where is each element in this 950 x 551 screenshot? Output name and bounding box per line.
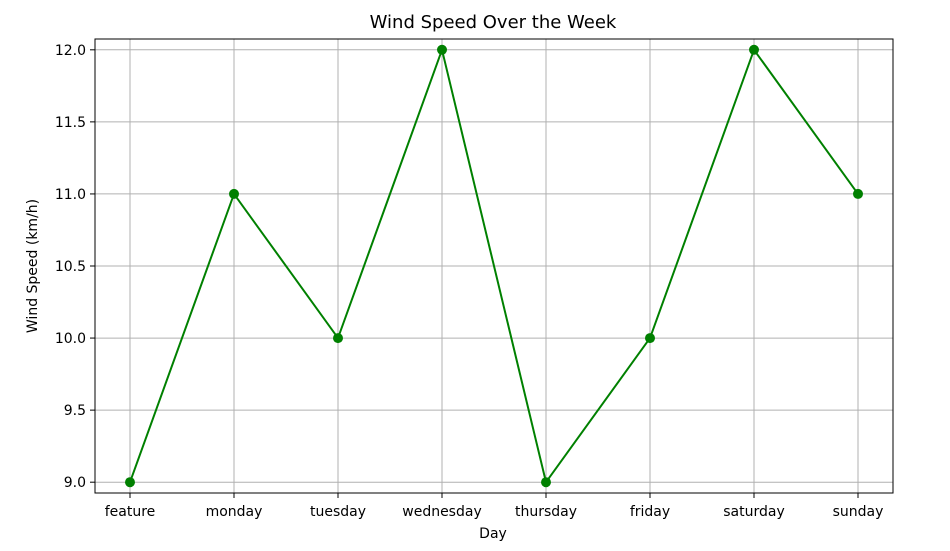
data-point [541,477,551,488]
x-axis-label: Day [479,526,507,542]
data-point [749,44,759,55]
series-markers [125,44,863,488]
y-axis-label: Wind Speed (km/h) [25,199,41,333]
data-point [229,188,239,199]
axis-ticks: feature monday tuesday wednesday thursday fri… [55,43,884,520]
x-tick-label: wednesday [402,504,481,520]
series-line [129,46,859,485]
grid [95,39,893,493]
y-tick-label: 11.5 [55,115,86,131]
y-tick-label: 10.0 [55,331,86,347]
x-tick-label: thursday [515,504,577,520]
y-tick-label: 12.0 [55,43,86,59]
data-point [437,44,447,55]
y-tick-label: 11.0 [55,187,86,203]
x-tick-label: sunday [833,504,884,520]
y-tick-label: 9.5 [64,403,86,419]
x-tick-label: monday [206,504,263,520]
x-tick-label: tuesday [310,504,366,520]
chart-title: Wind Speed Over the Week [370,12,617,33]
x-tick-label: feature [105,504,156,520]
y-tick-label: 9.0 [64,475,86,491]
y-tick-label: 10.5 [55,259,86,275]
data-point [333,333,343,344]
x-tick-label: saturday [723,504,785,520]
data-point [853,188,863,199]
data-point [125,477,135,488]
x-tick-label: friday [630,504,670,520]
series-line-layer [129,46,859,485]
data-point [645,333,655,344]
